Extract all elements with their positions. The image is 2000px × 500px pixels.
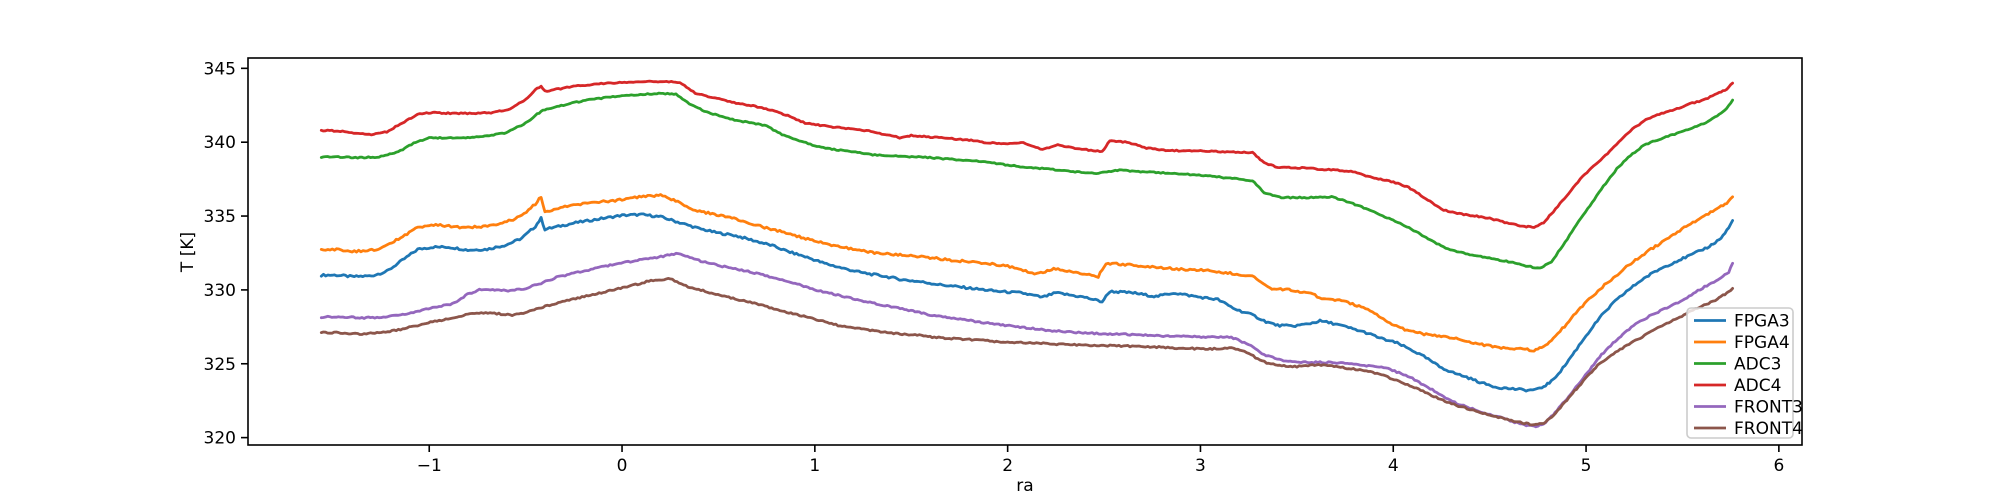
series-line-FRONT4 — [319, 276, 1734, 427]
x-tick-label: 0 — [617, 456, 628, 476]
y-tick-label: 335 — [204, 207, 236, 227]
y-tick-label: 340 — [204, 133, 236, 153]
x-tick-label: 6 — [1773, 456, 1784, 476]
y-tick-label: 320 — [204, 429, 236, 449]
x-tick-label: −1 — [417, 456, 442, 476]
y-tick-label: 325 — [204, 355, 236, 375]
x-tick-label: 4 — [1388, 456, 1399, 476]
legend-entry-FRONT3: FRONT3 — [1694, 398, 1803, 418]
series-line-FPGA4 — [319, 193, 1734, 353]
x-tick-label: 2 — [1002, 456, 1013, 476]
series-line-FPGA3 — [319, 212, 1734, 393]
legend-label: FPGA4 — [1734, 333, 1790, 353]
legend-label: FPGA3 — [1734, 312, 1790, 332]
x-axis-label: ra — [1016, 476, 1033, 496]
x-tick-label: 3 — [1195, 456, 1206, 476]
legend-label: ADC4 — [1734, 376, 1781, 396]
y-axis-label: T [K] — [178, 232, 198, 273]
x-tick-label: 5 — [1581, 456, 1592, 476]
y-axis: 320 325 330 335 340 345 — [204, 59, 248, 449]
plot-series — [319, 79, 1734, 429]
y-tick-label: 330 — [204, 281, 236, 301]
x-axis: −1 0 1 2 3 4 5 6 — [417, 445, 1784, 476]
legend-label: FRONT4 — [1734, 419, 1803, 439]
legend-entry-FPGA4: FPGA4 — [1694, 333, 1790, 353]
legend-entry-FRONT4: FRONT4 — [1694, 419, 1803, 439]
plot-border — [247, 57, 1803, 446]
x-tick-label: 1 — [809, 456, 820, 476]
y-tick-label: 345 — [204, 59, 236, 79]
series-line-FRONT3 — [319, 251, 1734, 429]
legend-entry-ADC4: ADC4 — [1694, 376, 1781, 396]
series-line-ADC4 — [319, 79, 1734, 229]
legend-entry-FPGA3: FPGA3 — [1694, 312, 1790, 332]
legend-label: ADC3 — [1734, 355, 1781, 375]
legend-label: FRONT3 — [1734, 398, 1803, 418]
legend-entry-ADC3: ADC3 — [1694, 355, 1781, 375]
series-line-ADC3 — [319, 91, 1734, 270]
